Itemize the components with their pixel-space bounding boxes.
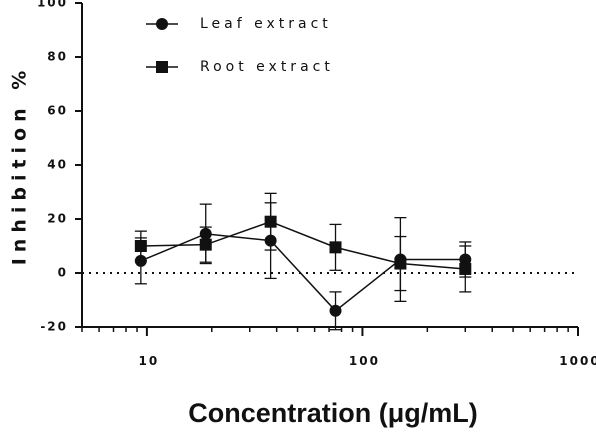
legend-label: Root extract bbox=[200, 59, 334, 75]
y-tick-label: 0 bbox=[58, 266, 68, 280]
data-point bbox=[264, 215, 277, 228]
y-tick-label: 60 bbox=[47, 104, 68, 118]
y-tick-label: 80 bbox=[47, 50, 68, 64]
y-tick-label: -20 bbox=[40, 320, 68, 334]
data-point bbox=[199, 238, 212, 251]
x-tick-label: 1000 bbox=[559, 354, 596, 368]
x-tick-label: 10 bbox=[139, 354, 160, 368]
series-leaf-extract bbox=[134, 202, 472, 331]
y-axis-label: Inhibition % bbox=[9, 65, 31, 266]
legend-marker bbox=[156, 18, 168, 30]
legend-label: Leaf extract bbox=[200, 16, 332, 32]
y-tick-label: 20 bbox=[47, 212, 68, 226]
x-axis-label: Concentration (μg/mL) bbox=[188, 398, 478, 428]
legend-item: Leaf extract bbox=[146, 16, 332, 32]
legend-marker bbox=[156, 61, 168, 73]
data-point bbox=[329, 304, 342, 317]
series-line bbox=[140, 233, 466, 312]
data-point bbox=[329, 241, 342, 254]
x-tick-label: 100 bbox=[349, 354, 380, 368]
y-tick-label: 100 bbox=[37, 0, 68, 10]
series-line bbox=[140, 220, 466, 270]
legend-item: Root extract bbox=[146, 59, 334, 75]
series-root-extract bbox=[134, 192, 472, 293]
data-point bbox=[459, 262, 472, 275]
data-point bbox=[394, 257, 407, 270]
data-point bbox=[134, 240, 147, 252]
y-tick-label: 40 bbox=[47, 158, 68, 172]
